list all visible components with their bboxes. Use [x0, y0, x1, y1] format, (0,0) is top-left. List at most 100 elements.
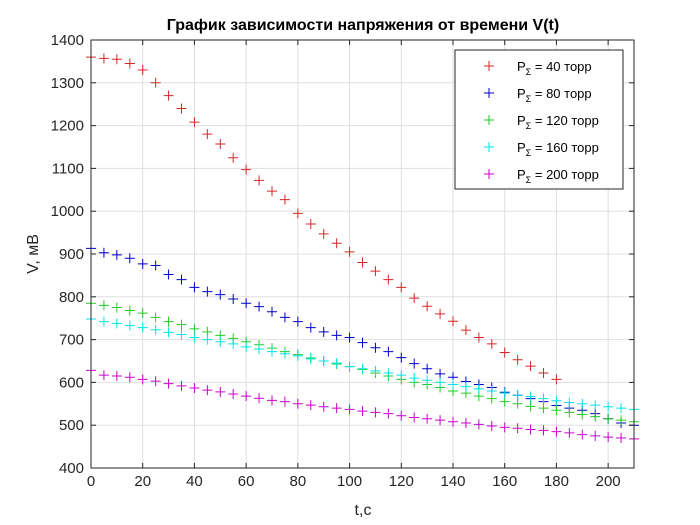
data-point: [486, 421, 497, 432]
x-axis-ticks: 0 20 40 60 80 100 120 140 160 180 200: [87, 40, 621, 490]
data-point: [111, 302, 122, 313]
data-point: [409, 412, 420, 423]
x-tick-label: 140: [440, 473, 465, 490]
data-point: [370, 342, 381, 353]
data-point: [215, 386, 226, 397]
y-tick-label: 1300: [51, 75, 84, 92]
y-axis-ticks: 400 500 600 700 800 900 1000 1100 1200 1300 1400: [51, 32, 634, 477]
data-series: [86, 52, 639, 444]
data-point: [551, 395, 562, 406]
data-point: [163, 378, 174, 389]
data-point: [189, 117, 200, 128]
data-point: [564, 407, 575, 418]
y-axis-label: V, мВ: [25, 234, 42, 274]
y-tick-label: 400: [59, 460, 84, 477]
data-point: [202, 385, 213, 396]
series-5: [86, 365, 639, 444]
data-point: [551, 426, 562, 437]
y-tick-label: 900: [59, 246, 84, 263]
data-point: [486, 385, 497, 396]
data-point: [448, 379, 458, 390]
data-point: [202, 286, 213, 297]
data-point: [305, 353, 316, 364]
data-point: [98, 370, 109, 381]
data-point: [383, 408, 394, 419]
data-point: [538, 425, 549, 436]
data-point: [396, 282, 407, 293]
data-point: [254, 175, 265, 186]
legend-marker: [484, 115, 494, 125]
data-point: [267, 346, 277, 357]
data-point: [422, 363, 433, 374]
data-point: [267, 186, 277, 197]
data-point: [279, 194, 290, 205]
data-point: [525, 391, 536, 402]
x-tick-label: 120: [389, 473, 414, 490]
data-point: [331, 330, 342, 341]
data-point: [409, 293, 420, 304]
legend-entry-label: PΣ = 80 торр: [517, 86, 592, 104]
data-point: [318, 228, 329, 239]
data-point: [422, 375, 433, 386]
data-point: [305, 400, 316, 411]
data-point: [577, 398, 588, 409]
y-tick-label: 1000: [51, 203, 84, 220]
data-point: [512, 423, 523, 434]
x-tick-label: 0: [87, 473, 95, 490]
data-point: [279, 396, 290, 407]
data-point: [267, 395, 277, 406]
data-point: [318, 356, 329, 366]
data-point: [98, 247, 109, 258]
data-point: [525, 401, 536, 412]
data-point: [254, 301, 265, 312]
data-point: [525, 361, 536, 372]
data-point: [292, 316, 303, 327]
x-tick-label: 20: [134, 473, 151, 490]
data-point: [228, 152, 239, 163]
data-point: [241, 164, 252, 175]
data-point: [137, 374, 148, 385]
legend: PΣ = 40 торр PΣ = 80 торр PΣ = 120 торр PΣ …: [454, 49, 624, 190]
data-point: [124, 305, 135, 316]
data-point: [292, 208, 303, 219]
data-point: [215, 336, 226, 347]
data-point: [370, 407, 381, 418]
data-point: [344, 361, 355, 372]
data-point: [512, 390, 523, 401]
data-point: [590, 430, 601, 441]
data-point: [448, 316, 458, 327]
data-point: [111, 249, 122, 260]
data-point: [150, 324, 161, 335]
data-point: [435, 368, 446, 379]
data-point: [590, 400, 601, 411]
data-point: [486, 338, 497, 349]
data-point: [176, 103, 187, 114]
legend-entry-label: PΣ = 120 торр: [517, 113, 599, 131]
data-point: [616, 433, 627, 444]
data-point: [305, 322, 316, 333]
data-point: [344, 332, 355, 343]
data-point: [241, 298, 252, 309]
data-point: [241, 341, 252, 352]
data-point: [111, 370, 122, 381]
data-point: [344, 404, 355, 415]
x-axis-label: t,c: [355, 502, 372, 519]
legend-entry-label: PΣ = 160 торр: [517, 140, 599, 158]
data-point: [409, 358, 420, 369]
data-point: [603, 401, 614, 412]
legend-marker: [484, 142, 494, 152]
legend-marker: [484, 169, 494, 179]
data-point: [215, 289, 226, 300]
data-point: [163, 316, 174, 327]
data-point: [137, 322, 148, 333]
y-tick-label: 600: [59, 374, 84, 391]
data-point: [150, 312, 161, 323]
y-tick-label: 1200: [51, 118, 84, 135]
data-point: [176, 274, 187, 285]
x-tick-label: 40: [186, 473, 203, 490]
data-point: [499, 388, 510, 399]
data-point: [409, 373, 420, 384]
data-point: [111, 54, 122, 65]
data-point: [279, 312, 290, 323]
